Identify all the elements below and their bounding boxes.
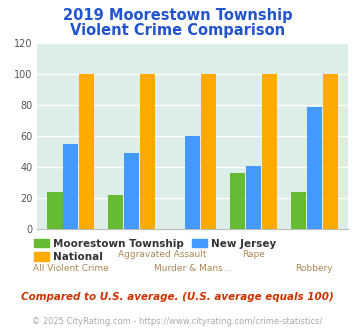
Text: Compared to U.S. average. (U.S. average equals 100): Compared to U.S. average. (U.S. average …: [21, 292, 334, 302]
Bar: [307, 107, 322, 229]
Text: Murder & Mans...: Murder & Mans...: [154, 264, 231, 273]
Bar: [140, 74, 155, 229]
Bar: [262, 74, 277, 229]
Text: 2019 Moorestown Township: 2019 Moorestown Township: [63, 8, 292, 23]
Bar: [185, 136, 200, 229]
Bar: [291, 192, 306, 229]
Bar: [201, 74, 216, 229]
Bar: [230, 174, 245, 229]
Bar: [124, 153, 139, 229]
Text: Violent Crime Comparison: Violent Crime Comparison: [70, 23, 285, 38]
Bar: [246, 166, 261, 229]
Text: Aggravated Assault: Aggravated Assault: [118, 249, 206, 258]
Bar: [323, 74, 338, 229]
Bar: [79, 74, 94, 229]
Text: Rape: Rape: [242, 249, 265, 258]
Text: © 2025 CityRating.com - https://www.cityrating.com/crime-statistics/: © 2025 CityRating.com - https://www.city…: [32, 317, 323, 326]
Bar: [63, 144, 78, 229]
Bar: [47, 192, 62, 229]
Legend: Moorestown Township, National, New Jersey: Moorestown Township, National, New Jerse…: [30, 235, 280, 267]
Text: Robbery: Robbery: [296, 264, 333, 273]
Bar: [108, 195, 124, 229]
Text: All Violent Crime: All Violent Crime: [33, 264, 109, 273]
